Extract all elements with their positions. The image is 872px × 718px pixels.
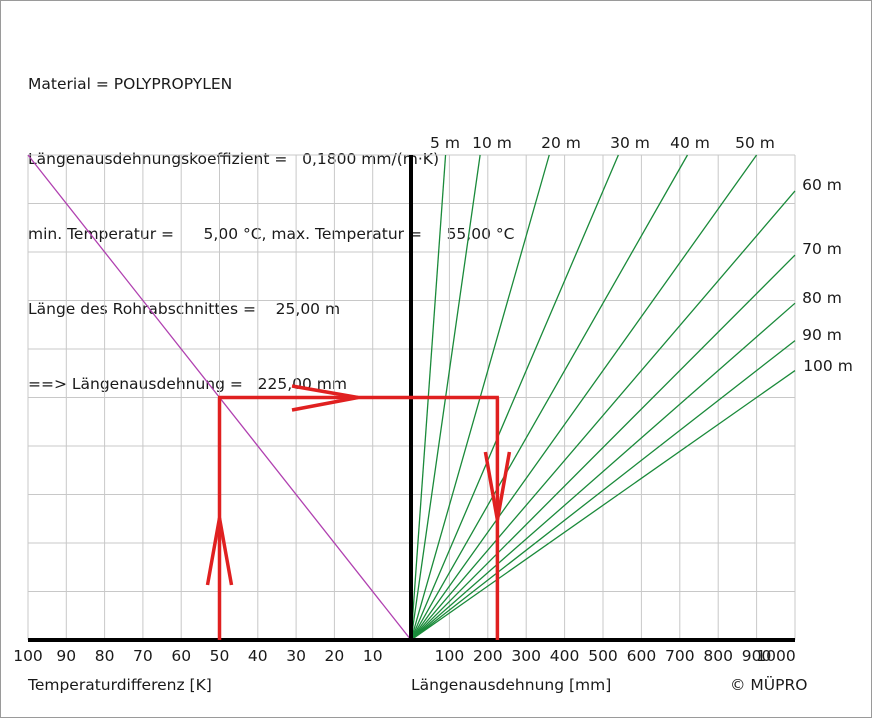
pipe-line-40m <box>410 154 689 641</box>
right-tick-label: 700 <box>665 647 695 665</box>
pipe-length-label-90m: 90 m <box>802 326 842 344</box>
pipe-line-80m <box>410 302 796 641</box>
pipe-length-label-5m: 5 m <box>430 134 460 152</box>
pipe-length-label-80m: 80 m <box>802 289 842 307</box>
arrow-up <box>205 517 234 586</box>
tick-labels: 100 90 80 70 60 50 40 30 20 10 100 200 300 400 500 600 7… <box>13 647 796 665</box>
arrow-down <box>483 451 512 521</box>
pipe-length-labels: 5 m 10 m 20 m 30 m 40 m 50 m 60 m 70 m 80 m 90 m 1… <box>430 134 853 375</box>
pipe-length-label-70m: 70 m <box>802 240 842 258</box>
right-tick-label: 200 <box>473 647 503 665</box>
left-tick-label: 40 <box>248 647 268 665</box>
material-line: Material = POLYPROPYLEN <box>28 75 233 93</box>
temperature-line: min. Temperatur = 5,00 °C, max. Temperat… <box>28 225 515 243</box>
right-axis-label: Längenausdehnung [mm] <box>411 676 611 694</box>
left-axis-label: Temperaturdifferenz [K] <box>27 676 212 694</box>
left-tick-label: 70 <box>133 647 153 665</box>
pipe-length-label-30m: 30 m <box>610 134 650 152</box>
copyright-label: © MÜPRO <box>730 675 807 694</box>
left-tick-label: 50 <box>210 647 230 665</box>
right-tick-label: 1000 <box>756 647 795 665</box>
left-tick-label: 90 <box>56 647 76 665</box>
pipe-length-label-40m: 40 m <box>670 134 710 152</box>
pipe-length-label-100m: 100 m <box>803 357 853 375</box>
pipe-line-30m <box>410 154 619 641</box>
pipe-length-label-10m: 10 m <box>472 134 512 152</box>
left-tick-label: 10 <box>363 647 383 665</box>
pipe-length-label-20m: 20 m <box>541 134 581 152</box>
left-tick-label: 20 <box>325 647 345 665</box>
pipe-length-line: Länge des Rohrabschnittes = 25,00 m <box>28 300 341 318</box>
left-tick-label: 100 <box>13 647 43 665</box>
right-tick-label: 600 <box>627 647 657 665</box>
right-tick-label: 500 <box>588 647 618 665</box>
left-tick-label: 30 <box>286 647 306 665</box>
left-tick-label: 60 <box>171 647 191 665</box>
right-tick-label: 100 <box>435 647 465 665</box>
pipe-length-label-60m: 60 m <box>802 176 842 194</box>
expansion-result-line: ==> Längenausdehnung = 225,00 mm <box>28 375 348 393</box>
reading-path <box>205 384 512 640</box>
right-tick-label: 900 <box>742 647 772 665</box>
pipe-length-lines <box>410 154 796 641</box>
pipe-line-70m <box>410 254 796 641</box>
pipe-line-100m <box>410 370 796 641</box>
right-tick-label: 400 <box>550 647 580 665</box>
pipe-length-label-50m: 50 m <box>735 134 775 152</box>
pipe-line-90m <box>410 340 796 641</box>
pipe-line-50m <box>410 154 758 641</box>
arrow-right <box>291 384 359 412</box>
right-tick-label: 800 <box>703 647 733 665</box>
left-tick-label: 80 <box>95 647 115 665</box>
right-tick-label: 300 <box>511 647 541 665</box>
pipe-line-60m <box>410 190 796 641</box>
